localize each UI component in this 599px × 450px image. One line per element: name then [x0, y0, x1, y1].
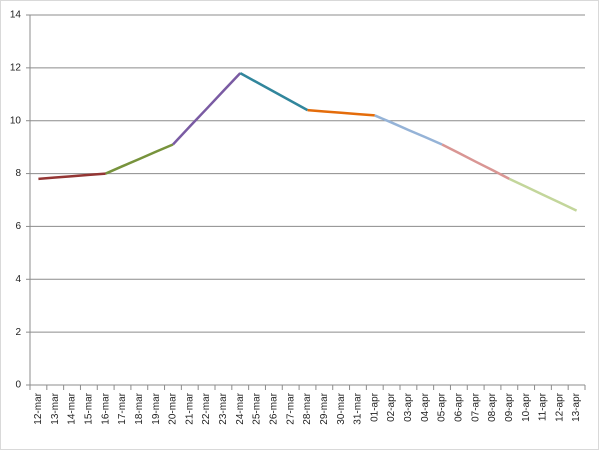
x-tick-label: 06-apr: [454, 392, 465, 422]
x-tick-label: 13-apr: [571, 392, 582, 422]
x-tick-label: 04-apr: [420, 392, 431, 422]
line-series: [508, 177, 578, 212]
x-tick-label: 02-apr: [386, 392, 397, 422]
line-series: [172, 72, 242, 146]
x-tick-label: 31-mar: [353, 392, 364, 424]
x-tick-label: 27-mar: [285, 392, 296, 424]
x-tick-label: 25-mar: [252, 392, 263, 424]
y-tick-label: 10: [10, 115, 22, 126]
x-tick-label: 29-mar: [319, 392, 330, 424]
x-tick-label: 08-apr: [487, 392, 498, 422]
line-series: [307, 108, 375, 117]
y-tick-label: 0: [15, 380, 21, 391]
x-tick-label: 24-mar: [235, 392, 246, 424]
line-series: [239, 72, 309, 112]
x-tick-label: 17-mar: [117, 392, 128, 424]
x-tick-label: 21-mar: [184, 392, 195, 424]
x-tick-label: 13-mar: [50, 392, 61, 424]
x-tick-label: 15-mar: [84, 392, 95, 424]
x-tick-label: 28-mar: [302, 392, 313, 424]
y-tick-label: 12: [10, 62, 22, 73]
line-series: [374, 114, 443, 146]
y-tick-label: 4: [15, 274, 21, 285]
x-tick-label: 16-mar: [100, 392, 111, 424]
y-tick-label: 14: [10, 10, 22, 21]
x-tick-label: 05-apr: [437, 392, 448, 422]
y-tick-label: 8: [15, 168, 21, 179]
x-tick-label: 07-apr: [470, 392, 481, 422]
y-tick-label: 2: [15, 327, 21, 338]
x-tick-label: 23-mar: [218, 392, 229, 424]
line-series: [38, 172, 106, 181]
x-tick-label: 03-apr: [403, 392, 414, 422]
x-tick-label: 09-apr: [504, 392, 515, 422]
x-tick-label: 12-mar: [33, 392, 44, 424]
line-series: [441, 143, 510, 180]
x-tick-label: 11-apr: [538, 392, 549, 421]
x-tick-label: 14-mar: [67, 392, 78, 424]
line-series: [105, 143, 174, 175]
x-tick-label: 26-mar: [269, 392, 280, 424]
y-tick-label: 6: [15, 221, 21, 232]
x-tick-label: 22-mar: [201, 392, 212, 424]
x-tick-label: 18-mar: [134, 392, 145, 424]
x-tick-label: 12-apr: [554, 392, 565, 422]
x-tick-label: 01-apr: [369, 392, 380, 422]
x-tick-label: 19-mar: [151, 392, 162, 424]
x-tick-label: 20-mar: [168, 392, 179, 424]
x-tick-label: 30-mar: [336, 392, 347, 424]
x-tick-label: 10-apr: [521, 392, 532, 422]
